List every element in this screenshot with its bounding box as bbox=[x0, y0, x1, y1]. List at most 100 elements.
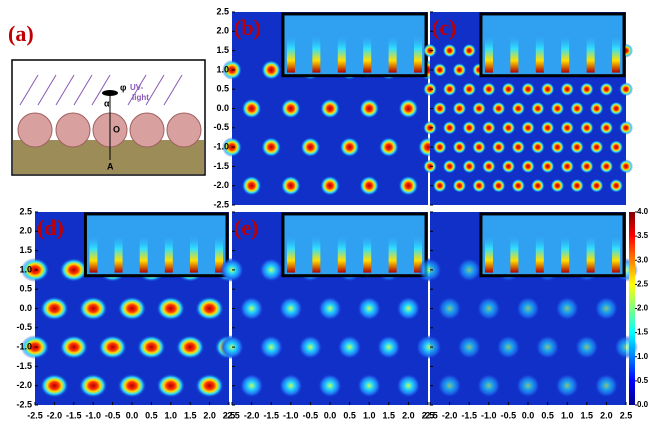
spot bbox=[462, 159, 476, 173]
spot bbox=[501, 82, 515, 96]
x-tick-label: -2.0 bbox=[47, 410, 63, 420]
spot bbox=[472, 102, 486, 116]
spot bbox=[492, 102, 506, 116]
streak bbox=[140, 232, 148, 272]
streak bbox=[363, 232, 371, 272]
spot bbox=[281, 176, 301, 196]
streak bbox=[389, 232, 397, 272]
spot bbox=[550, 140, 564, 154]
streak bbox=[612, 232, 620, 272]
spot bbox=[599, 82, 613, 96]
streak bbox=[536, 32, 544, 72]
y-tick-label: 2.0 bbox=[216, 26, 229, 36]
spot bbox=[511, 140, 525, 154]
streak bbox=[287, 32, 295, 72]
x-tick-label: 0.5 bbox=[145, 410, 158, 420]
spot bbox=[472, 140, 486, 154]
y-tick-label: -0.5 bbox=[16, 322, 32, 332]
streak bbox=[510, 32, 518, 72]
label: UV- bbox=[130, 83, 144, 92]
x-tick-label: 0.5 bbox=[541, 410, 554, 420]
streak bbox=[165, 232, 173, 272]
x-tick-label: 2.0 bbox=[600, 410, 613, 420]
spot bbox=[357, 374, 381, 398]
spot bbox=[599, 159, 613, 173]
x-tick-label: 1.0 bbox=[165, 410, 178, 420]
spot bbox=[240, 297, 264, 321]
spot bbox=[482, 121, 496, 135]
x-tick-label: -1.0 bbox=[481, 410, 497, 420]
y-tick-label: 2.5 bbox=[19, 206, 32, 216]
spot bbox=[318, 297, 342, 321]
streak bbox=[485, 232, 493, 272]
spot bbox=[40, 297, 69, 321]
colorbar-tick-label: 2.5 bbox=[637, 279, 649, 288]
spot bbox=[511, 102, 525, 116]
y-tick-label: -2.0 bbox=[16, 380, 32, 390]
y-tick-label: 1.0 bbox=[216, 64, 229, 74]
spot bbox=[443, 121, 457, 135]
spot bbox=[550, 102, 564, 116]
label: A bbox=[107, 161, 114, 171]
inset bbox=[283, 214, 426, 276]
y-tick-label: 0.0 bbox=[19, 303, 32, 313]
spot bbox=[462, 121, 476, 135]
spot bbox=[398, 99, 418, 119]
label: O bbox=[113, 124, 120, 134]
y-tick-label: 0.0 bbox=[216, 103, 229, 113]
spot bbox=[462, 44, 476, 58]
streak bbox=[312, 232, 320, 272]
spot bbox=[40, 374, 69, 398]
spot bbox=[242, 176, 262, 196]
spot bbox=[511, 179, 525, 193]
x-tick-label: -1.5 bbox=[263, 410, 279, 420]
spot bbox=[575, 335, 599, 359]
spot bbox=[609, 140, 623, 154]
spot bbox=[79, 374, 108, 398]
x-tick-label: -1.5 bbox=[461, 410, 477, 420]
spot bbox=[521, 121, 535, 135]
spot bbox=[398, 176, 418, 196]
spot bbox=[531, 102, 545, 116]
x-tick-label: 2.0 bbox=[402, 410, 415, 420]
y-tick-label: 1.5 bbox=[19, 245, 32, 255]
spot bbox=[452, 140, 466, 154]
spot bbox=[560, 159, 574, 173]
streak bbox=[414, 32, 422, 72]
spot bbox=[359, 176, 379, 196]
x-tick-label: -0.5 bbox=[303, 410, 319, 420]
panel-label: (e) bbox=[234, 215, 258, 240]
x-tick-label: -0.5 bbox=[501, 410, 517, 420]
spot bbox=[492, 140, 506, 154]
spot bbox=[590, 179, 604, 193]
streak bbox=[115, 232, 123, 272]
streak bbox=[587, 232, 595, 272]
spot bbox=[550, 179, 564, 193]
x-tick-label: -2.0 bbox=[442, 410, 458, 420]
spot bbox=[195, 297, 224, 321]
spot bbox=[443, 82, 457, 96]
spot bbox=[594, 374, 618, 398]
heatmap-panel bbox=[220, 212, 440, 405]
heatmap-panel bbox=[21, 212, 244, 405]
spot bbox=[555, 374, 579, 398]
spot bbox=[59, 258, 88, 282]
colorbar-tick-label: 0.5 bbox=[637, 376, 649, 385]
spot bbox=[396, 297, 420, 321]
x-tick-label: -2.5 bbox=[27, 410, 43, 420]
streak bbox=[612, 32, 620, 72]
spot bbox=[609, 102, 623, 116]
x-tick-label: 0.0 bbox=[522, 410, 535, 420]
streak bbox=[312, 32, 320, 72]
spot bbox=[477, 297, 501, 321]
spot bbox=[240, 374, 264, 398]
spot bbox=[379, 137, 399, 157]
y-tick-label: 0.5 bbox=[216, 84, 229, 94]
spot bbox=[580, 121, 594, 135]
spot bbox=[477, 374, 501, 398]
spot bbox=[261, 60, 281, 80]
streak bbox=[561, 232, 569, 272]
spot bbox=[259, 258, 283, 282]
streak bbox=[338, 32, 346, 72]
spot bbox=[619, 159, 633, 173]
